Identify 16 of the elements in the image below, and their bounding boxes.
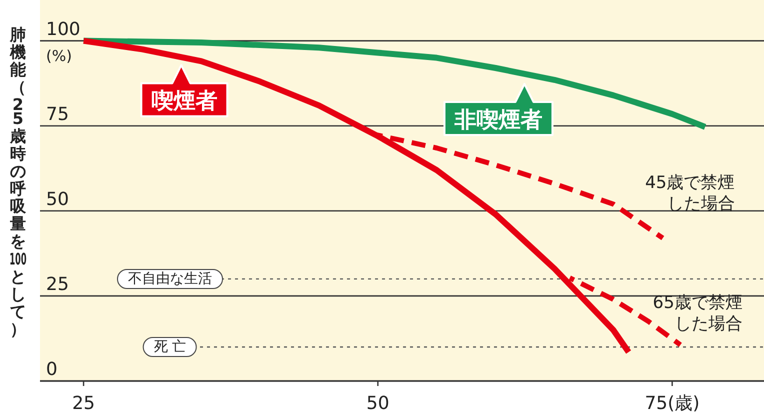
y-tick-label: 50 bbox=[46, 188, 69, 210]
x-tick-label: 50 bbox=[366, 393, 390, 414]
x-tick-label: 25 bbox=[72, 393, 96, 414]
series-label: 非喫煙者 bbox=[453, 108, 542, 133]
series-label: 65歳で禁煙した場合 bbox=[652, 292, 742, 335]
series-label: 喫煙者 bbox=[151, 89, 218, 114]
y-tick-label: 0 bbox=[46, 359, 58, 380]
ref-line-label: 死 亡 bbox=[142, 336, 198, 357]
y-tick-label: 75 bbox=[46, 104, 69, 125]
series-label: 45歳で禁煙した場合 bbox=[644, 173, 735, 216]
annotation: (%) bbox=[46, 46, 72, 65]
ref-line-label: 不自由な生活 bbox=[117, 268, 223, 289]
y-tick-label: 100 bbox=[46, 18, 80, 40]
text: 肺機能（25歳時の呼吸量を100として） bbox=[10, 25, 43, 338]
x-tick-label: 75(歳) bbox=[644, 393, 700, 414]
y-tick-label: 25 bbox=[46, 274, 69, 295]
